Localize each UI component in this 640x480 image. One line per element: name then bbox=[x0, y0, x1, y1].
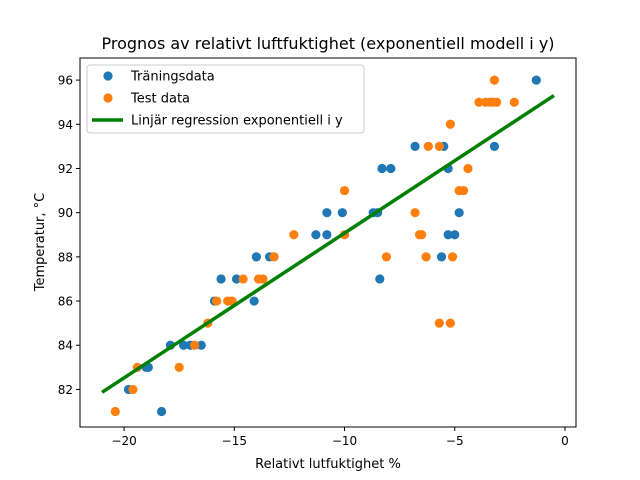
y-tick-label: 82 bbox=[58, 383, 73, 397]
test-point bbox=[258, 274, 268, 284]
test-point bbox=[445, 119, 455, 129]
y-tick-label: 84 bbox=[58, 339, 73, 353]
legend-test-marker bbox=[103, 93, 113, 103]
train-point bbox=[251, 252, 261, 262]
test-point bbox=[212, 296, 222, 306]
test-point bbox=[509, 97, 519, 107]
test-point bbox=[381, 252, 392, 262]
legend-label: Test data bbox=[130, 92, 190, 107]
test-point bbox=[339, 185, 350, 196]
train-point bbox=[216, 274, 226, 284]
train-point bbox=[454, 208, 464, 218]
test-point bbox=[463, 163, 473, 174]
y-tick-label: 88 bbox=[58, 250, 73, 264]
test-point bbox=[110, 406, 120, 417]
legend: Träningsdata Test data Linjär regression e… bbox=[86, 64, 365, 134]
test-point bbox=[190, 340, 200, 350]
train-point bbox=[450, 230, 460, 240]
train-point bbox=[531, 75, 541, 85]
y-tick-label: 96 bbox=[58, 74, 73, 88]
test-point bbox=[492, 97, 502, 107]
train-point bbox=[311, 230, 321, 240]
train-point bbox=[436, 252, 447, 262]
y-tick-label: 94 bbox=[58, 118, 73, 132]
test-point bbox=[434, 141, 444, 151]
test-point bbox=[447, 252, 458, 262]
x-axis-label: Relativt lutfuktighet % bbox=[255, 457, 401, 472]
test-point bbox=[434, 318, 444, 328]
train-point bbox=[375, 274, 385, 284]
x-tick-label: −15 bbox=[222, 434, 247, 448]
test-point bbox=[474, 97, 484, 107]
x-tick-label: 0 bbox=[561, 434, 569, 448]
y-axis-label: Temperatur, °C bbox=[33, 193, 48, 292]
x-tick-label: −5 bbox=[446, 434, 464, 448]
test-point bbox=[289, 230, 299, 240]
y-tick-label: 86 bbox=[58, 295, 73, 309]
plot-area: −20 −15 −10 −5 0 82 84 86 88 90 92 94 96 bbox=[58, 57, 577, 448]
train-point bbox=[386, 163, 396, 174]
test-point bbox=[421, 252, 431, 262]
chart-title: Prognos av relativt luftfuktighet (expon… bbox=[101, 34, 554, 53]
train-point bbox=[337, 208, 347, 218]
train-point bbox=[156, 406, 167, 417]
legend-box bbox=[86, 64, 365, 134]
axes-frame bbox=[79, 57, 577, 428]
y-tick-label: 90 bbox=[58, 206, 73, 220]
test-point bbox=[445, 318, 455, 328]
train-point bbox=[410, 141, 420, 151]
legend-train-marker bbox=[103, 71, 113, 81]
train-point bbox=[489, 141, 500, 151]
test-point bbox=[269, 252, 279, 262]
test-point bbox=[454, 185, 464, 196]
train-point bbox=[443, 230, 453, 240]
test-point bbox=[417, 230, 427, 240]
legend-label: Träningsdata bbox=[130, 70, 215, 85]
x-tick-label: −20 bbox=[111, 434, 136, 448]
test-point bbox=[128, 384, 138, 395]
train-point bbox=[249, 296, 259, 306]
train-point bbox=[179, 340, 189, 350]
train-point bbox=[231, 274, 242, 284]
test-point bbox=[485, 97, 495, 107]
train-point bbox=[322, 208, 332, 218]
test-point bbox=[423, 141, 433, 151]
test-point bbox=[410, 208, 420, 218]
train-point bbox=[196, 340, 206, 350]
test-point bbox=[238, 274, 248, 284]
test-point bbox=[489, 75, 500, 85]
train-point bbox=[322, 230, 332, 240]
test-point bbox=[174, 362, 184, 372]
x-tick-label: −10 bbox=[332, 434, 357, 448]
legend-label: Linjär regression exponentiell i y bbox=[131, 114, 343, 129]
regression-line bbox=[101, 94, 555, 394]
train-point bbox=[377, 163, 387, 174]
y-tick-label: 92 bbox=[58, 162, 73, 176]
